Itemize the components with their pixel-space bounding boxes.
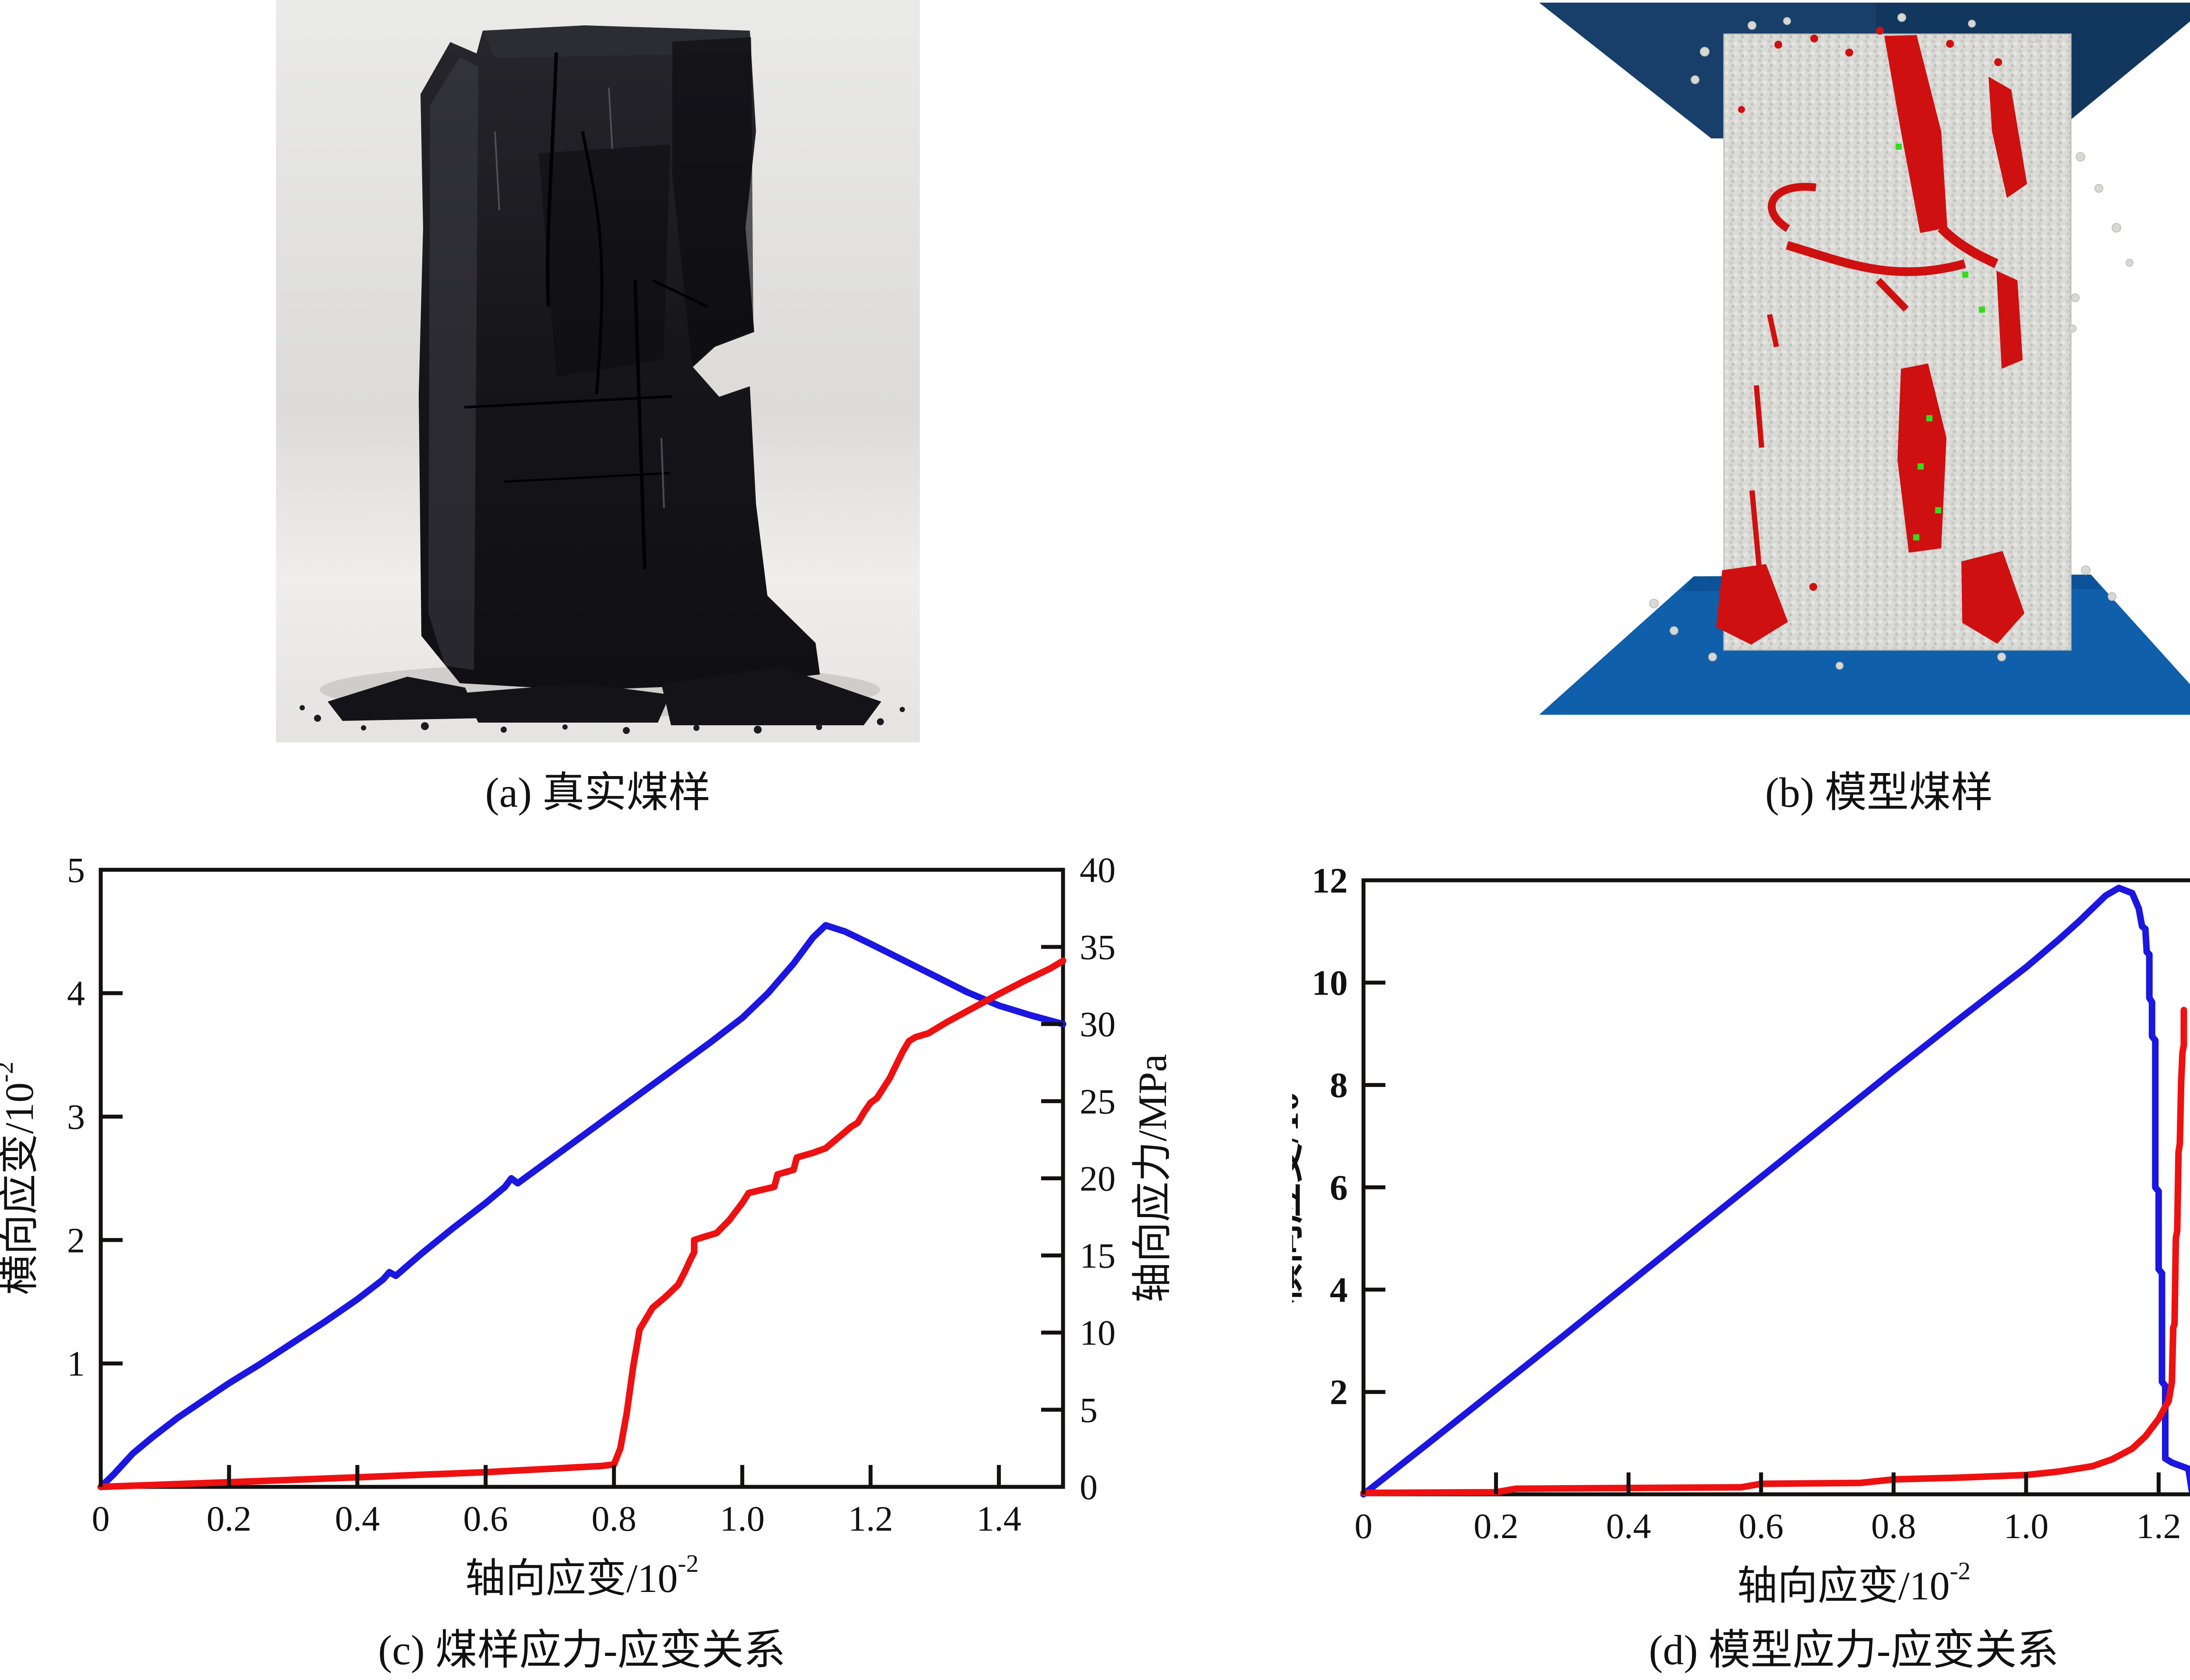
svg-text:0: 0: [92, 1499, 110, 1539]
series-axial-stress: [97, 957, 1067, 1490]
svg-text:40: 40: [1080, 850, 1116, 890]
svg-text:5: 5: [67, 850, 85, 890]
coal-cracks: [464, 52, 708, 570]
axis-ticks: [1361, 878, 2161, 1494]
svg-text:2: 2: [67, 1220, 85, 1260]
svg-text:0.2: 0.2: [207, 1499, 252, 1539]
svg-text:1.0: 1.0: [2004, 1506, 2049, 1546]
series-lateral-strain: [1360, 885, 2190, 1498]
chart-d-svg: 00.20.40.60.81.01.21.4246810120510152025…: [1292, 861, 2190, 1608]
caption-panel-d: (d) 模型应力-应变关系: [1649, 1627, 2059, 1673]
shear-crack-specks: [1896, 144, 1985, 540]
svg-text:1.2: 1.2: [848, 1499, 893, 1539]
svg-text:8: 8: [1330, 1065, 1348, 1105]
svg-text:1.4: 1.4: [976, 1499, 1021, 1539]
svg-text:横向应变/10-2: 横向应变/10-2: [1292, 1070, 1307, 1304]
debris-pile: [328, 667, 881, 725]
chart-model-stress-strain: 00.20.40.60.81.01.21.4246810120510152025…: [1292, 832, 2190, 1620]
svg-text:10: 10: [1080, 1313, 1116, 1353]
svg-text:轴向应变/10-2: 轴向应变/10-2: [1737, 1557, 1971, 1608]
tick-labels: 0 0.2 0.4 0.6 0.8 1.0 1.2 1.4 1 2 3 4 5 0 5 10 15 20 25 30 3…: [67, 850, 1116, 1539]
debris-specks: [300, 705, 905, 734]
panel-b-model-coal: 剪裂纹 拉裂纹: [1507, 0, 2190, 742]
svg-text:0.4: 0.4: [1606, 1506, 1651, 1546]
coal-right-shade: [672, 37, 753, 366]
svg-text:1: 1: [67, 1344, 85, 1384]
svg-text:4: 4: [67, 974, 85, 1013]
caption-panel-c: (c) 煤样应力-应变关系: [378, 1627, 786, 1673]
stray-particles: [1649, 13, 2133, 670]
svg-text:3: 3: [67, 1097, 85, 1136]
plot-frame: [99, 868, 1065, 1489]
tensile-crack-lines: [1749, 183, 1999, 566]
svg-text:0.8: 0.8: [1871, 1506, 1916, 1546]
svg-text:35: 35: [1080, 927, 1116, 967]
svg-text:1.2: 1.2: [2136, 1506, 2181, 1546]
svg-text:横向应变/10-2: 横向应变/10-2: [0, 1062, 42, 1295]
svg-text:4: 4: [1330, 1270, 1348, 1310]
svg-text:5: 5: [1080, 1390, 1098, 1430]
svg-text:15: 15: [1080, 1236, 1116, 1276]
tick-labels: 00.20.40.60.81.01.21.4246810120510152025…: [1312, 861, 2181, 1546]
svg-text:1.0: 1.0: [720, 1499, 765, 1539]
svg-text:6: 6: [1330, 1168, 1348, 1207]
chart-c-svg: 0 0.2 0.4 0.6 0.8 1.0 1.2 1.4 1 2 3 4 5 0 5 10 15 20 25 30 3…: [0, 850, 1175, 1601]
panel-a-real-coal-photo: [276, 0, 920, 742]
svg-text:0: 0: [1355, 1506, 1373, 1546]
svg-text:2: 2: [1330, 1372, 1348, 1412]
series-lateral-strain: [97, 922, 1067, 1490]
tensile-crack-zones: [1716, 27, 2027, 645]
svg-text:0.4: 0.4: [335, 1499, 380, 1539]
svg-text:0: 0: [1080, 1467, 1098, 1507]
real-coal-sample-illustration: [276, 0, 920, 742]
svg-text:0.6: 0.6: [1738, 1506, 1784, 1546]
svg-text:30: 30: [1080, 1004, 1116, 1044]
axis-ticks: [99, 868, 1063, 1489]
caption-panel-a: (a) 真实煤样: [485, 769, 711, 816]
coal-glints: [494, 87, 665, 508]
chart-coal-stress-strain: 0 0.2 0.4 0.6 0.8 1.0 1.2 1.4 1 2 3 4 5 0 5 10 15 20 25 30 3…: [0, 832, 1240, 1620]
caption-panel-b: (b) 模型煤样: [1765, 769, 1993, 816]
svg-text:0.6: 0.6: [463, 1499, 509, 1539]
svg-text:12: 12: [1312, 861, 1348, 900]
plot-frame: [1361, 878, 2190, 1496]
coal-center-shade: [539, 145, 670, 377]
coal-left-highlight: [428, 57, 478, 670]
svg-text:20: 20: [1080, 1158, 1116, 1198]
svg-text:轴向应力/MPa: 轴向应力/MPa: [1130, 1054, 1175, 1302]
svg-text:10: 10: [1312, 963, 1348, 1003]
svg-text:0.2: 0.2: [1473, 1506, 1519, 1546]
model-coal-sample-illustration: [1539, 3, 2190, 715]
svg-text:0.8: 0.8: [591, 1499, 636, 1539]
svg-text:轴向应变/10-2: 轴向应变/10-2: [465, 1550, 699, 1601]
svg-text:25: 25: [1080, 1081, 1116, 1121]
series-axial-stress: [1360, 1006, 2187, 1496]
